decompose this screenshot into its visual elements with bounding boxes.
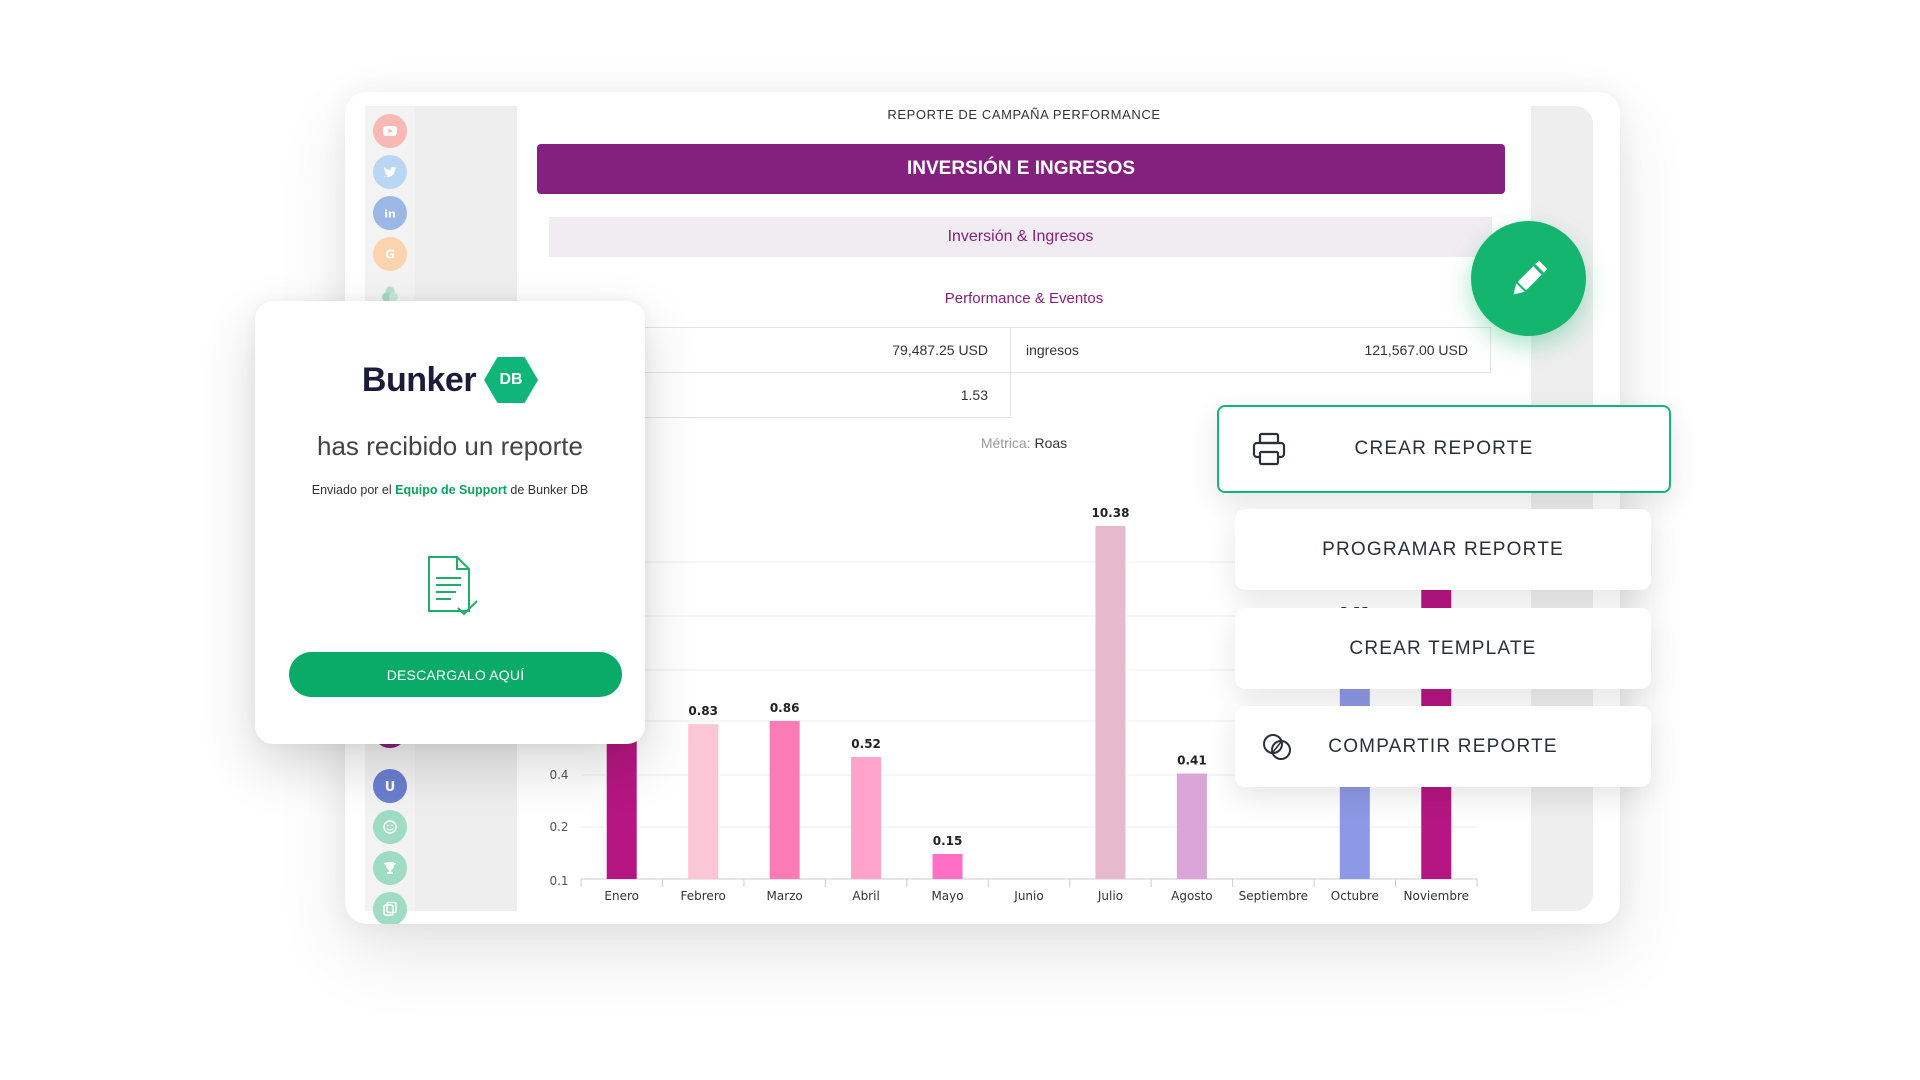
x-tick-label: Julio — [1097, 889, 1123, 903]
bar-abril — [851, 757, 882, 879]
youtube-icon[interactable] — [373, 114, 407, 148]
data-label: 0.52 — [851, 737, 881, 751]
roas-bar-chart: 0.10.20.43Enero0.83Febrero0.86Marzo0.52A… — [549, 506, 1478, 903]
sent-suffix: de Bunker DB — [510, 483, 589, 497]
performance-title: Performance & Eventos — [944, 290, 1104, 307]
u-icon[interactable]: U — [373, 769, 407, 803]
share-report-label: COMPARTIR REPORTE — [1328, 735, 1558, 757]
linkedin-icon[interactable]: in — [373, 196, 407, 230]
twitter-icon[interactable] — [373, 155, 407, 189]
report-window: in G U REPORTE DE CAMPA — [345, 92, 1620, 924]
google-icon[interactable]: G — [373, 237, 407, 271]
bar-agosto — [1176, 773, 1207, 879]
ingresos-label: ingresos — [1026, 342, 1079, 358]
data-label: 0.15 — [933, 834, 963, 848]
schedule-report-label: PROGRAMAR REPORTE — [1322, 538, 1564, 560]
metric-line: Métrica: Roas — [517, 435, 1531, 451]
x-tick-label: Junio — [1013, 889, 1043, 903]
smiley-icon[interactable] — [373, 810, 407, 844]
email-report-card: Bunker DB has recibido un reporte Enviad… — [255, 301, 645, 744]
bar-julio — [1095, 526, 1126, 879]
share-report-button[interactable]: COMPARTIR REPORTE — [1235, 706, 1651, 787]
circles-icon[interactable] — [373, 278, 407, 312]
share-link-icon — [1263, 733, 1291, 760]
svg-text:in: in — [384, 208, 396, 221]
edit-button[interactable] — [1471, 221, 1586, 336]
brand-name: Bunker — [361, 360, 477, 399]
x-tick-label: Enero — [604, 889, 639, 903]
trophy-icon[interactable] — [373, 851, 407, 885]
sent-prefix: Enviado por el — [311, 483, 392, 497]
y-tick-label: 0.1 — [549, 874, 568, 888]
ingresos-value: 121,567.00 USD — [1364, 342, 1468, 358]
svg-text:U: U — [385, 780, 396, 795]
roas-value: 1.53 — [960, 387, 988, 403]
data-label: 0.86 — [770, 701, 800, 715]
metric-value: Roas — [1034, 435, 1068, 451]
svg-text:G: G — [385, 248, 395, 262]
x-tick-label: Febrero — [681, 889, 726, 903]
report-title: REPORTE DE CAMPAÑA PERFORMANCE — [887, 107, 1161, 122]
metric-label: Métrica: — [980, 435, 1031, 451]
x-tick-label: Agosto — [1171, 889, 1212, 903]
sent-by-line: Enviado por el Equipo de Support de Bunk… — [255, 483, 645, 497]
report-document: REPORTE DE CAMPAÑA PERFORMANCE INVERSIÓN… — [517, 92, 1531, 924]
section-header: INVERSIÓN E INGRESOS — [537, 144, 1505, 194]
bar-marzo — [769, 721, 800, 879]
x-tick-label: Marzo — [766, 889, 802, 903]
kpi-table: 79,487.25 USD ingresos 121,567.00 USD 1.… — [517, 327, 1491, 419]
data-label: 0.41 — [1177, 754, 1207, 768]
data-label: 0.83 — [688, 704, 718, 718]
kpi-cell-ingresos: ingresos 121,567.00 USD — [1010, 327, 1491, 373]
y-tick-label: 0.4 — [549, 768, 568, 782]
create-template-label: CREAR TEMPLATE — [1349, 637, 1537, 659]
bar-mayo — [932, 854, 963, 879]
copy-icon[interactable] — [373, 892, 407, 924]
brand-badge: DB — [484, 357, 539, 403]
subsection-title: Inversión & Ingresos — [549, 217, 1492, 257]
x-tick-label: Abril — [852, 889, 879, 903]
brand-logo: Bunker DB — [255, 357, 645, 403]
bar-febrero — [688, 724, 719, 879]
printer-icon — [1252, 432, 1286, 466]
x-tick-label: Mayo — [931, 889, 963, 903]
pencil-icon — [1512, 260, 1547, 295]
x-tick-label: Septiembre — [1239, 889, 1308, 903]
create-report-button[interactable]: CREAR REPORTE — [1217, 405, 1671, 493]
create-report-label: CREAR REPORTE — [1354, 438, 1534, 459]
x-tick-label: Octubre — [1331, 889, 1379, 903]
sent-team-link[interactable]: Equipo de Support — [395, 483, 507, 497]
inversion-value: 79,487.25 USD — [892, 342, 988, 358]
data-label: 10.38 — [1091, 506, 1129, 520]
download-button[interactable]: DESCARGALO AQUÍ — [289, 652, 622, 697]
y-tick-label: 0.2 — [549, 820, 568, 834]
x-tick-label: Noviembre — [1404, 889, 1470, 903]
email-headline: has recibido un reporte — [317, 431, 583, 461]
create-template-button[interactable]: CREAR TEMPLATE — [1235, 608, 1651, 689]
document-check-icon — [428, 556, 478, 616]
schedule-report-button[interactable]: PROGRAMAR REPORTE — [1235, 509, 1651, 590]
